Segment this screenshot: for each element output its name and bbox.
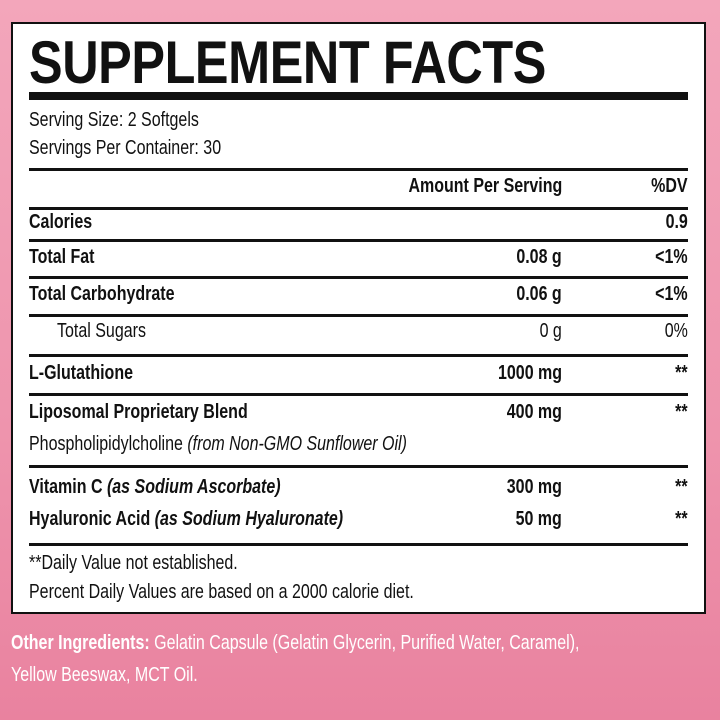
divider	[29, 276, 688, 279]
row-total-fat-dv: <1%	[655, 246, 688, 268]
row-total-sugars-name: Total Sugars	[57, 320, 146, 342]
row-glutathione-amount: 1000 mg	[497, 362, 562, 384]
row-glutathione-dv: **	[675, 362, 688, 384]
row-total-carb-name: Total Carbohydrate	[29, 283, 175, 305]
row-total-fat-name: Total Fat	[29, 246, 95, 268]
hyaluronic-label: Hyaluronic Acid	[29, 508, 151, 530]
row-vitamin-c-amount: 300 mg	[506, 476, 562, 498]
divider	[29, 465, 688, 468]
row-total-carb-amount: 0.06 g	[516, 283, 562, 305]
row-vitamin-c-dv: **	[675, 476, 688, 498]
servings-per-container: Servings Per Container: 30	[29, 137, 222, 159]
divider	[29, 314, 688, 317]
divider	[29, 543, 688, 546]
row-vitamin-c-name: Vitamin C (as Sodium Ascorbate)	[29, 476, 281, 499]
other-ingredients-line1: Other Ingredients: Gelatin Capsule (Gela…	[11, 632, 579, 655]
serving-size: Serving Size: 2 Softgels	[29, 109, 199, 131]
row-hyaluronic-dv: **	[675, 508, 688, 530]
hyaluronic-note: (as Sodium Hyaluronate)	[154, 508, 344, 530]
supplement-facts-panel: SUPPLEMENT FACTS Serving Size: 2 Softgel…	[11, 22, 706, 614]
row-total-fat-amount: 0.08 g	[516, 246, 562, 268]
header-dv: %DV	[651, 175, 688, 197]
footnote-calorie-diet: Percent Daily Values are based on a 2000…	[29, 581, 414, 603]
panel-title: SUPPLEMENT FACTS	[29, 29, 546, 96]
row-hyaluronic-name: Hyaluronic Acid (as Sodium Hyaluronate)	[29, 508, 343, 531]
row-total-sugars-dv: 0%	[664, 320, 688, 342]
divider-thick	[29, 92, 688, 100]
vitamin-c-note: (as Sodium Ascorbate)	[106, 476, 281, 498]
row-hyaluronic-amount: 50 mg	[515, 508, 562, 530]
row-total-sugars-amount: 0 g	[539, 320, 562, 342]
divider	[29, 354, 688, 357]
sub-ingredient-note: (from Non-GMO Sunflower Oil)	[187, 433, 407, 455]
row-calories-dv: 0.9	[665, 211, 688, 233]
row-liposomal-amount: 400 mg	[506, 401, 562, 423]
row-glutathione-name: L-Glutathione	[29, 362, 133, 384]
row-total-carb-dv: <1%	[655, 283, 688, 305]
row-liposomal-dv: **	[675, 401, 688, 423]
divider	[29, 168, 688, 171]
row-liposomal-name: Liposomal Proprietary Blend	[29, 401, 248, 423]
header-amount: Amount Per Serving	[408, 175, 562, 197]
other-ingredients-line2: Yellow Beeswax, MCT Oil.	[11, 664, 198, 686]
other-ingredients-text: Gelatin Capsule (Gelatin Glycerin, Purif…	[154, 632, 580, 654]
divider	[29, 239, 688, 242]
footnote-dv: **Daily Value not established.	[29, 552, 238, 574]
row-calories-name: Calories	[29, 211, 93, 233]
row-liposomal-sub: Phospholipidylcholine (from Non-GMO Sunf…	[29, 433, 407, 456]
divider	[29, 393, 688, 396]
sub-ingredient-name: Phospholipidylcholine	[29, 433, 183, 455]
divider	[29, 207, 688, 210]
vitamin-c-label: Vitamin C	[29, 476, 103, 498]
other-ingredients-label: Other Ingredients:	[11, 632, 150, 654]
